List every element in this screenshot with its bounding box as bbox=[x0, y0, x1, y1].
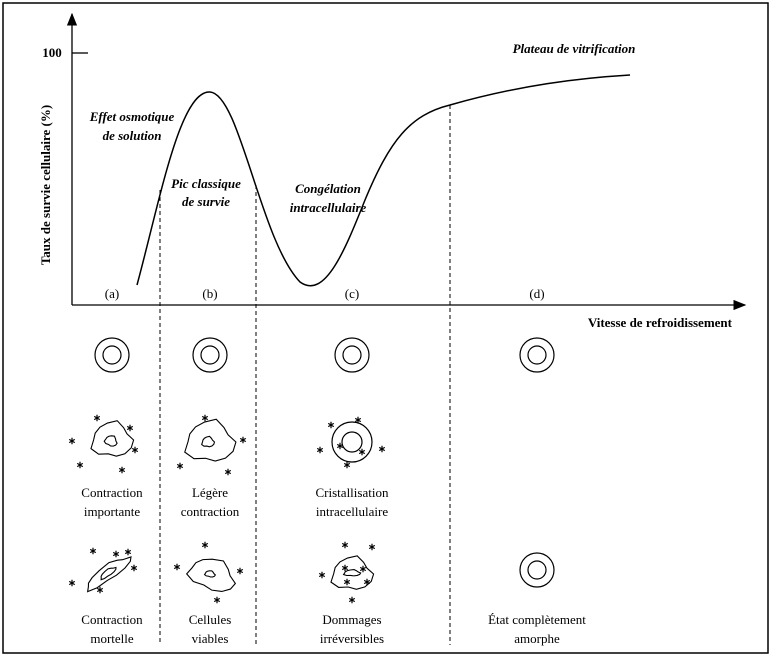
cell-core bbox=[200, 345, 220, 365]
cell-shape bbox=[86, 556, 132, 593]
cell-core bbox=[102, 345, 122, 365]
ice-crystal bbox=[224, 468, 232, 476]
cell-shape bbox=[90, 420, 135, 457]
cell-caption: importante bbox=[84, 504, 141, 519]
ice-crystal bbox=[213, 596, 221, 604]
cell-ring bbox=[331, 421, 373, 463]
cell-ring bbox=[519, 552, 555, 588]
ice-crystal bbox=[131, 446, 139, 454]
ice-crystal bbox=[318, 571, 326, 579]
cell-caption: intracellulaire bbox=[316, 504, 388, 519]
cell-core bbox=[341, 431, 363, 453]
cell-caption: Dommages bbox=[322, 612, 381, 627]
ice-crystal bbox=[173, 563, 181, 571]
cell-shape bbox=[100, 566, 117, 581]
annotation: Plateau de vitrification bbox=[513, 41, 636, 56]
annotation: Effet osmotique bbox=[89, 109, 175, 124]
cell-caption: Contraction bbox=[81, 612, 143, 627]
cell-core bbox=[527, 560, 547, 580]
cell-ring bbox=[519, 337, 555, 373]
cell-caption: amorphe bbox=[514, 631, 560, 646]
ice-crystal bbox=[89, 547, 97, 555]
cell-core bbox=[527, 345, 547, 365]
cell-shape bbox=[184, 418, 237, 462]
ice-crystal bbox=[124, 548, 132, 556]
cell-caption: Cristallisation bbox=[316, 485, 389, 500]
cell-shape bbox=[203, 570, 217, 578]
ice-crystal bbox=[343, 461, 351, 469]
cell-caption: contraction bbox=[181, 504, 240, 519]
ice-crystal bbox=[348, 596, 356, 604]
cell-core bbox=[342, 345, 362, 365]
ice-crystal bbox=[368, 543, 376, 551]
cell-caption: irréversibles bbox=[320, 631, 384, 646]
y-axis-label: Taux de survie cellulaire (%) bbox=[38, 105, 53, 265]
ice-crystal bbox=[176, 462, 184, 470]
cell-shape bbox=[103, 435, 118, 447]
ice-crystal bbox=[201, 414, 209, 422]
ice-crystal bbox=[201, 541, 209, 549]
cell-shape bbox=[201, 435, 216, 448]
annotation: intracellulaire bbox=[290, 200, 367, 215]
annotation: Pic classique bbox=[171, 176, 241, 191]
cell-caption: viables bbox=[192, 631, 229, 646]
ice-crystal bbox=[336, 442, 344, 450]
ice-crystal bbox=[341, 564, 349, 572]
cell-ring bbox=[334, 337, 370, 373]
ice-crystal bbox=[93, 414, 101, 422]
region-label: (a) bbox=[105, 286, 119, 301]
region-label: (d) bbox=[529, 286, 544, 301]
region-label: (c) bbox=[345, 286, 359, 301]
cell-ring bbox=[94, 337, 130, 373]
ice-crystal bbox=[343, 578, 351, 586]
ice-crystal bbox=[118, 466, 126, 474]
ice-crystal bbox=[76, 461, 84, 469]
ice-crystal bbox=[68, 437, 76, 445]
annotation: de survie bbox=[182, 194, 230, 209]
survival-curve bbox=[136, 74, 631, 287]
ice-crystal bbox=[327, 421, 335, 429]
cell-shape bbox=[330, 555, 375, 590]
ice-crystal bbox=[126, 424, 134, 432]
x-axis-label: Vitesse de refroidissement bbox=[588, 315, 733, 330]
ice-crystal bbox=[354, 416, 362, 424]
cell-caption: Contraction bbox=[81, 485, 143, 500]
ice-crystal bbox=[239, 436, 247, 444]
ice-crystal bbox=[358, 448, 366, 456]
ice-crystal bbox=[68, 579, 76, 587]
dividers bbox=[159, 105, 451, 645]
annotation: de solution bbox=[103, 128, 162, 143]
ice-crystal bbox=[96, 586, 104, 594]
ice-crystal bbox=[130, 564, 138, 572]
ice-crystal bbox=[341, 541, 349, 549]
cell-caption: Cellules bbox=[189, 612, 232, 627]
cell-caption: État complètement bbox=[488, 612, 586, 627]
cell-caption: mortelle bbox=[90, 631, 134, 646]
cell-caption: Légère bbox=[192, 485, 228, 500]
ice-crystal bbox=[316, 446, 324, 454]
ice-crystal bbox=[359, 565, 367, 573]
cell-ring bbox=[192, 337, 228, 373]
cell-shape bbox=[342, 569, 362, 577]
ice-crystal bbox=[363, 578, 371, 586]
cell-shape bbox=[185, 558, 237, 593]
ice-crystal bbox=[378, 445, 386, 453]
annotation: Congélation bbox=[295, 181, 361, 196]
y-tick-label: 100 bbox=[42, 45, 62, 60]
ice-crystal bbox=[112, 550, 120, 558]
ice-crystal bbox=[236, 567, 244, 575]
region-label: (b) bbox=[202, 286, 217, 301]
